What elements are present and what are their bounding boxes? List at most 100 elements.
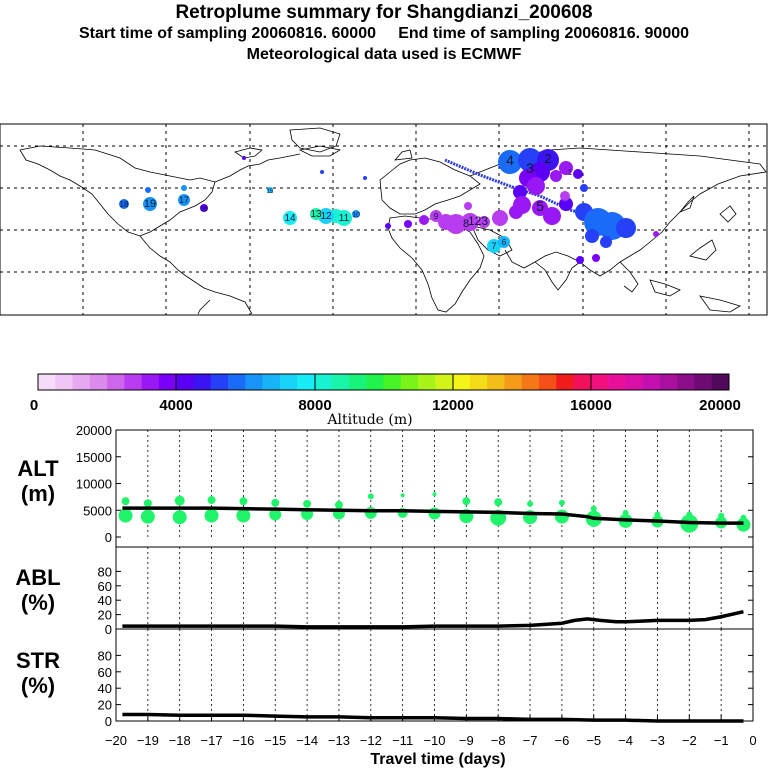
plume-marker bbox=[320, 170, 324, 174]
plume-marker bbox=[419, 215, 429, 225]
x-tick-label: −8 bbox=[491, 733, 506, 748]
altitude-scatter-point bbox=[462, 497, 471, 506]
colorbar-swatch bbox=[452, 374, 471, 390]
plume-marker bbox=[487, 239, 501, 253]
colorbar-swatch bbox=[55, 374, 73, 390]
colorbar-swatch bbox=[556, 374, 574, 390]
plume-day-label: 5 bbox=[536, 198, 544, 214]
map-graticule bbox=[0, 124, 767, 315]
colorbar-swatch bbox=[521, 374, 540, 390]
y-tick-label: 60 bbox=[98, 579, 112, 594]
plume-marker bbox=[543, 207, 561, 225]
str-axis-unit: (%) bbox=[21, 673, 55, 698]
altitude-colorbar: 0 4000 8000 12000 16000 20000 Altitude (m) bbox=[30, 373, 741, 428]
colorbar-swatch bbox=[400, 374, 419, 390]
colorbar-swatch bbox=[176, 374, 194, 390]
plume-marker bbox=[178, 194, 190, 206]
plume-marker bbox=[143, 197, 157, 211]
colorbar-swatch bbox=[141, 374, 160, 390]
colorbar-tick-label: 4000 bbox=[159, 397, 192, 414]
str-line bbox=[122, 712, 744, 723]
y-tick-label: 40 bbox=[98, 681, 112, 696]
colorbar-swatch bbox=[435, 374, 453, 390]
plume-day-label: 1 bbox=[568, 168, 573, 177]
plume-marker bbox=[576, 256, 584, 264]
plume-marker bbox=[404, 220, 412, 228]
coastlines bbox=[19, 127, 767, 315]
plume-marker bbox=[352, 210, 360, 218]
colorbar-swatch bbox=[124, 374, 142, 390]
x-tick-label: −1 bbox=[714, 733, 729, 748]
altitude-scatter-point bbox=[236, 508, 251, 523]
colorbar-title: Altitude (m) bbox=[326, 412, 412, 428]
plume-marker bbox=[267, 187, 273, 193]
plume-marker bbox=[310, 208, 322, 220]
plume-day-label: 16 bbox=[200, 206, 208, 213]
altitude-scatter-point bbox=[400, 493, 405, 498]
plume-day-label: 123 bbox=[468, 214, 488, 228]
plume-marker bbox=[559, 197, 573, 211]
x-tick-label: −17 bbox=[201, 733, 223, 748]
y-tick-label: 10000 bbox=[76, 477, 112, 492]
altitude-scatter-point bbox=[428, 507, 441, 520]
colorbar-swatch bbox=[694, 374, 713, 390]
colorbar-tick-label: 12000 bbox=[432, 397, 474, 414]
colorbar-swatch bbox=[625, 374, 643, 390]
altitude-scatter-point bbox=[494, 498, 503, 507]
y-tick-label: 60 bbox=[98, 665, 112, 680]
colorbar-swatch bbox=[38, 374, 56, 390]
colorbar-swatch bbox=[677, 374, 695, 390]
y-tick-label: 80 bbox=[98, 564, 112, 579]
colorbar-swatch bbox=[659, 374, 678, 390]
altitude-scatter-point bbox=[121, 497, 130, 506]
plume-marker bbox=[498, 236, 510, 248]
altitude-scatter-point bbox=[590, 505, 597, 512]
meteorological-data-subtitle: Meteorological data used is ECMWF bbox=[246, 46, 522, 63]
colorbar-swatch bbox=[158, 374, 177, 390]
plume-day-label: 8 bbox=[463, 218, 469, 230]
plume-marker bbox=[478, 216, 490, 228]
x-tick-label: −6 bbox=[554, 733, 569, 748]
colorbar-swatch bbox=[348, 374, 367, 390]
colorbar-swatch bbox=[262, 374, 281, 390]
altitude-scatter-point bbox=[334, 500, 343, 509]
plume-marker bbox=[363, 176, 367, 180]
plume-day-label: 14 bbox=[284, 213, 296, 224]
colorbar-swatch bbox=[297, 374, 315, 390]
plume-marker bbox=[498, 150, 522, 174]
plume-day-label: 15 bbox=[267, 189, 274, 195]
plume-marker bbox=[492, 210, 508, 226]
str-axis-label: STR bbox=[16, 648, 60, 673]
x-tick-label: −11 bbox=[392, 733, 413, 748]
colorbar-tick-label: 20000 bbox=[699, 397, 741, 414]
altitude-scatter-point bbox=[174, 495, 185, 506]
plume-marker bbox=[653, 231, 659, 237]
x-tick-label: −18 bbox=[169, 733, 191, 748]
colorbar-tick-label: 8000 bbox=[298, 397, 331, 414]
colorbar-swatch bbox=[573, 374, 592, 390]
plume-marker bbox=[119, 199, 129, 209]
x-tick-label: −12 bbox=[360, 733, 382, 748]
plume-marker bbox=[513, 185, 527, 199]
y-tick-label: 0 bbox=[105, 622, 112, 637]
colorbar-swatch bbox=[107, 374, 125, 390]
plume-day-label: 4 bbox=[506, 152, 514, 168]
colorbar-swatch bbox=[504, 374, 522, 390]
altitude-scatter-point bbox=[172, 510, 187, 525]
colorbar-swatch bbox=[366, 374, 384, 390]
alt-axis-unit: (m) bbox=[21, 481, 55, 506]
colorbar-swatch bbox=[72, 374, 91, 390]
colorbar-frame bbox=[37, 373, 730, 391]
altitude-scatter-point bbox=[558, 499, 565, 506]
colorbar-swatch bbox=[331, 374, 350, 390]
plume-marker bbox=[200, 204, 208, 212]
y-tick-label: 15000 bbox=[76, 450, 112, 465]
plume-marker bbox=[385, 223, 391, 229]
x-tick-label: −3 bbox=[650, 733, 665, 748]
plume-marker bbox=[242, 156, 246, 160]
plume-marker bbox=[592, 254, 600, 262]
colorbar-swatch bbox=[487, 374, 505, 390]
